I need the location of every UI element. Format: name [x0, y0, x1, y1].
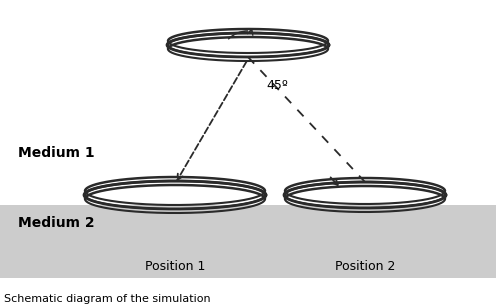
- Text: Medium 2: Medium 2: [18, 216, 95, 230]
- Text: Position 2: Position 2: [335, 260, 395, 273]
- Bar: [0, 205, 496, 278]
- Text: Position 1: Position 1: [145, 260, 205, 273]
- Text: Schematic diagram of the simulation: Schematic diagram of the simulation: [4, 294, 211, 304]
- Text: 45º: 45º: [266, 79, 288, 92]
- Text: Medium 1: Medium 1: [18, 146, 95, 160]
